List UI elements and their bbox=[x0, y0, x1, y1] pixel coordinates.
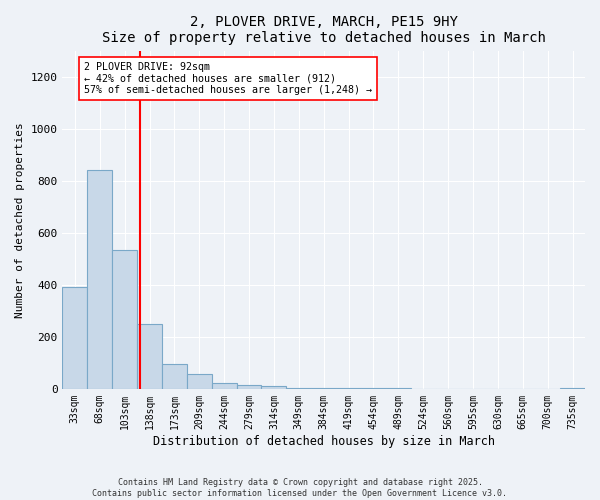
Bar bbox=[336, 388, 361, 389]
Bar bbox=[361, 388, 386, 389]
Bar bbox=[286, 388, 311, 389]
Title: 2, PLOVER DRIVE, MARCH, PE15 9HY
Size of property relative to detached houses in: 2, PLOVER DRIVE, MARCH, PE15 9HY Size of… bbox=[102, 15, 545, 45]
Bar bbox=[212, 383, 236, 389]
Bar bbox=[137, 324, 162, 389]
Bar bbox=[311, 388, 336, 389]
Bar bbox=[560, 388, 585, 389]
Bar bbox=[62, 288, 88, 389]
Bar bbox=[112, 250, 137, 389]
Bar bbox=[262, 386, 286, 389]
Text: 2 PLOVER DRIVE: 92sqm
← 42% of detached houses are smaller (912)
57% of semi-det: 2 PLOVER DRIVE: 92sqm ← 42% of detached … bbox=[85, 62, 373, 96]
Bar bbox=[162, 364, 187, 389]
Bar bbox=[386, 388, 411, 389]
Y-axis label: Number of detached properties: Number of detached properties bbox=[15, 122, 25, 318]
Text: Contains HM Land Registry data © Crown copyright and database right 2025.
Contai: Contains HM Land Registry data © Crown c… bbox=[92, 478, 508, 498]
Bar bbox=[236, 385, 262, 389]
Bar bbox=[187, 374, 212, 389]
X-axis label: Distribution of detached houses by size in March: Distribution of detached houses by size … bbox=[153, 434, 495, 448]
Bar bbox=[88, 170, 112, 389]
